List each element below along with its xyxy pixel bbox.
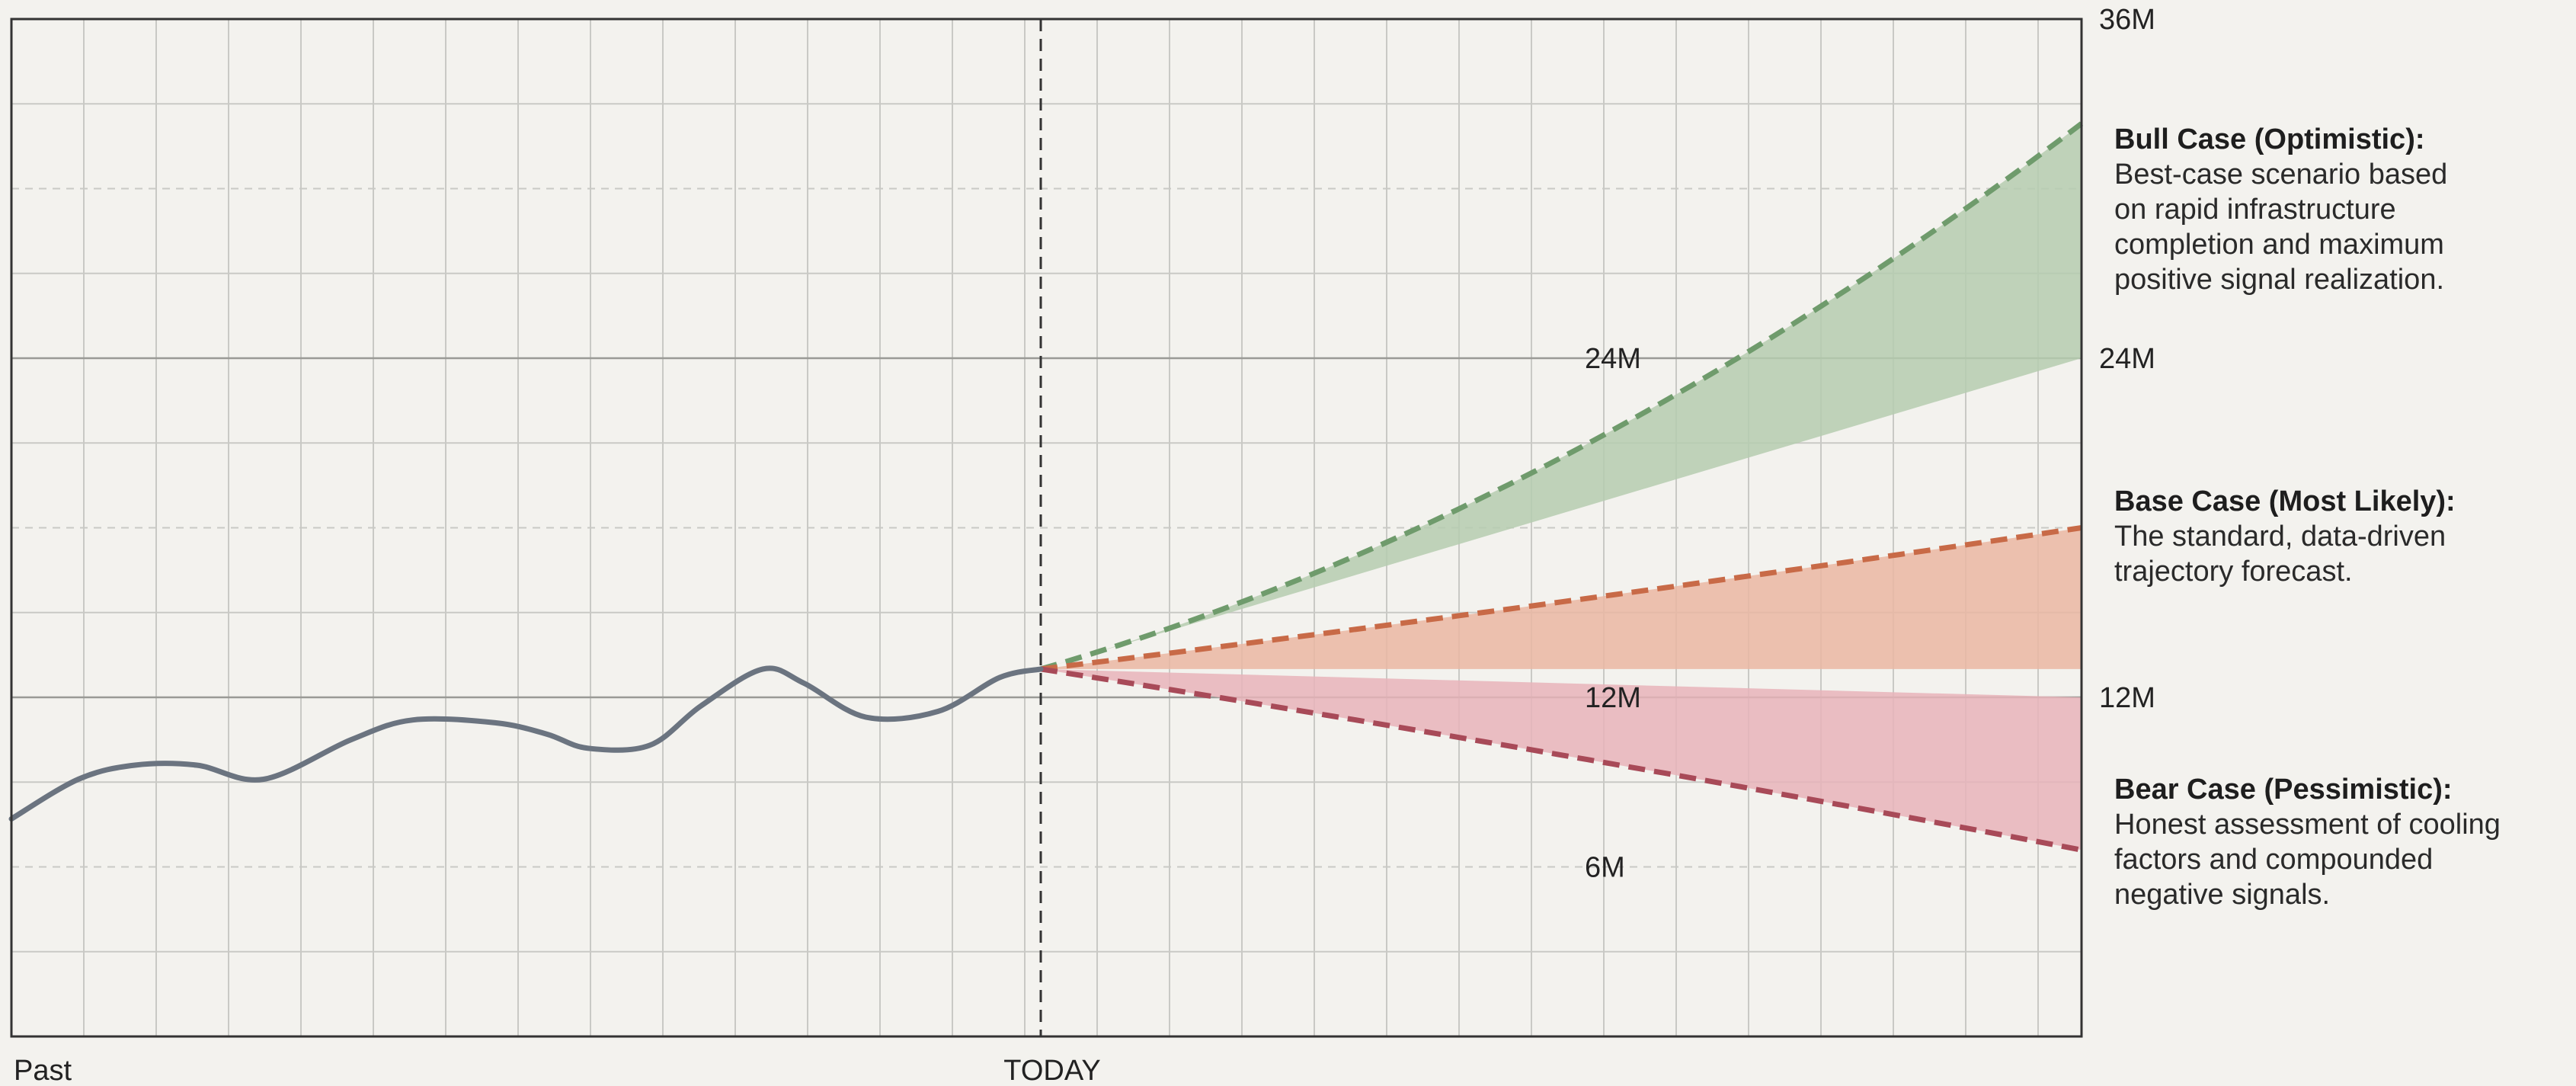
- scenario-fill-0: [1041, 123, 2082, 669]
- annotation-line: on rapid infrastructure: [2114, 194, 2396, 226]
- annotation-line: The standard, data-driven: [2114, 521, 2446, 553]
- annotation-line: factors and compounded: [2114, 844, 2433, 876]
- scenario-annotations: Bull Case (Optimistic): Best-case scenari…: [2114, 123, 2501, 911]
- grid: [11, 19, 2082, 1036]
- annotation-title: Base Case (Most Likely):: [2114, 485, 2456, 517]
- y-tick-right: 24M: [2099, 343, 2155, 375]
- x-label-today: TODAY: [1003, 1055, 1100, 1086]
- plot-frame: [10, 18, 2083, 1038]
- annotation-line: completion and maximum: [2114, 229, 2444, 261]
- history-line: [8, 665, 1044, 822]
- annotation-line: trajectory forecast.: [2114, 556, 2353, 588]
- y-tick-right: 36M: [2099, 4, 2155, 36]
- annotation-1: Base Case (Most Likely): The standard, da…: [2114, 485, 2456, 588]
- annotation-line: Best-case scenario based: [2114, 159, 2447, 191]
- x-label-past: Past: [14, 1055, 72, 1086]
- axis-labels: Past TODAY: [14, 1055, 1101, 1086]
- scenario-line-1: [1040, 525, 2082, 672]
- annotation-0: Bull Case (Optimistic): Best-case scenari…: [2114, 123, 2447, 296]
- scenario-lines: [1040, 121, 2084, 853]
- y-tick-right: 12M: [2099, 682, 2155, 714]
- y-tick-labels: 36M 24M 12M 24M 12M 6M: [1585, 4, 2155, 884]
- annotation-line: negative signals.: [2114, 879, 2330, 911]
- annotation-title: Bull Case (Optimistic):: [2114, 123, 2425, 155]
- annotation-line: positive signal realization.: [2114, 264, 2444, 296]
- scenario-fill-1: [1041, 527, 2082, 669]
- scenario-fills: [1041, 123, 2082, 851]
- annotation-title: Bear Case (Pessimistic):: [2114, 774, 2453, 806]
- scenario-line-2: [1040, 666, 2082, 853]
- scenario-fill-2: [1041, 668, 2082, 851]
- y-tick-inline: 12M: [1585, 682, 1641, 714]
- annotation-2: Bear Case (Pessimistic):Honest assessmen…: [2114, 774, 2501, 911]
- scenario-line-0: [1040, 121, 2084, 672]
- y-tick-inline: 24M: [1585, 343, 1641, 375]
- annotation-line: Honest assessment of cooling: [2114, 809, 2501, 841]
- y-tick-inline: 6M: [1585, 852, 1625, 884]
